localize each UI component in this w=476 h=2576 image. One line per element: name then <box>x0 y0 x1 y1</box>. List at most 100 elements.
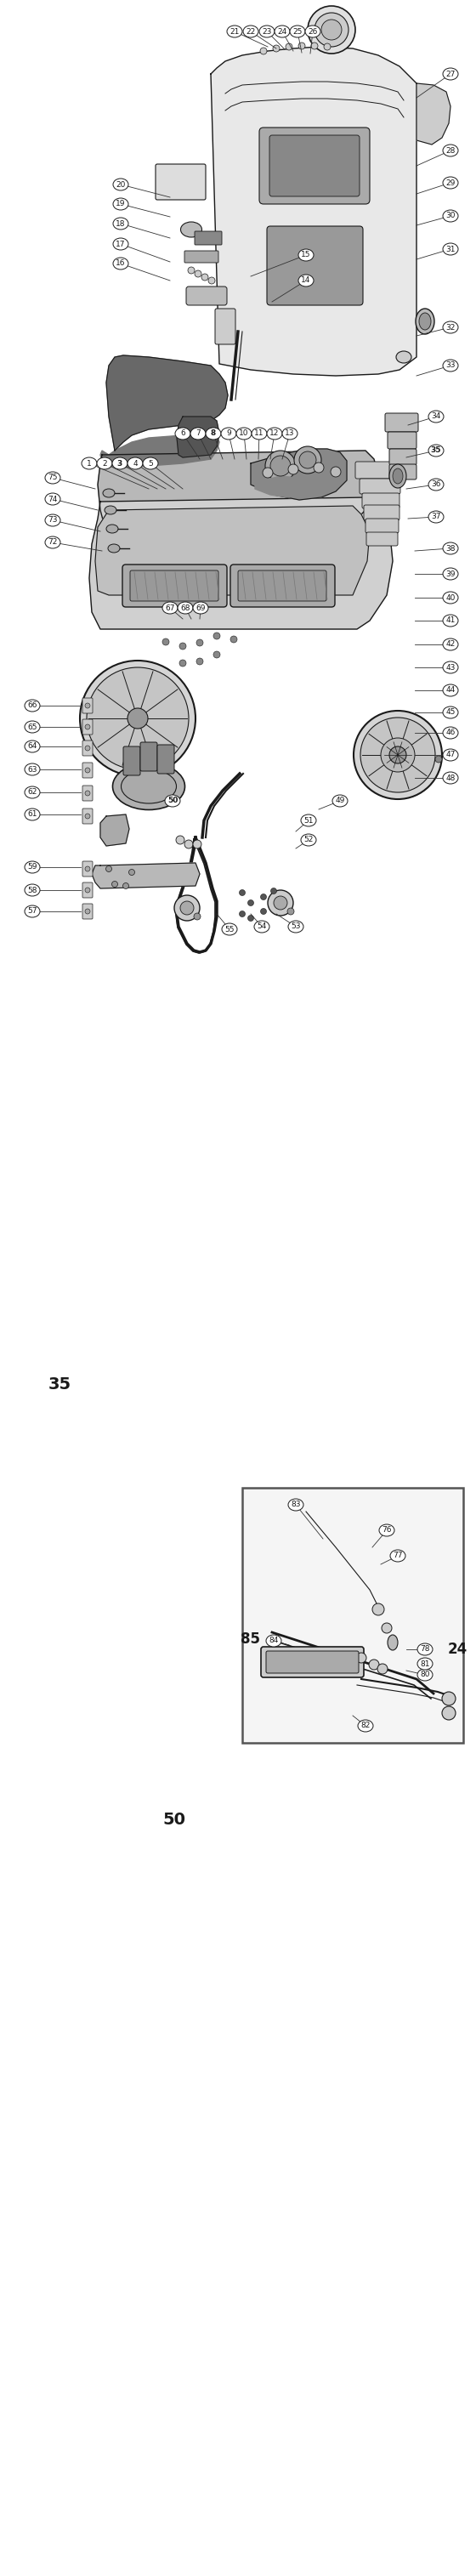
Polygon shape <box>177 417 219 459</box>
Text: 74: 74 <box>48 495 58 502</box>
Text: 50: 50 <box>163 1811 186 1826</box>
FancyBboxPatch shape <box>186 286 227 304</box>
Circle shape <box>176 835 185 845</box>
Circle shape <box>381 737 415 773</box>
Text: 11: 11 <box>254 430 264 438</box>
Text: 12: 12 <box>270 430 279 438</box>
Polygon shape <box>100 433 219 469</box>
FancyBboxPatch shape <box>355 461 399 479</box>
Text: 29: 29 <box>446 178 456 185</box>
Polygon shape <box>251 448 347 500</box>
Circle shape <box>85 814 90 819</box>
Ellipse shape <box>288 920 304 933</box>
FancyBboxPatch shape <box>123 747 140 775</box>
Text: 27: 27 <box>446 70 456 77</box>
FancyBboxPatch shape <box>130 569 218 600</box>
Ellipse shape <box>387 1636 398 1651</box>
Circle shape <box>268 891 293 914</box>
Ellipse shape <box>25 739 40 752</box>
Ellipse shape <box>227 26 242 39</box>
Ellipse shape <box>282 428 298 440</box>
Circle shape <box>128 708 148 729</box>
Ellipse shape <box>443 616 458 626</box>
Text: 78: 78 <box>420 1646 430 1654</box>
Circle shape <box>360 719 435 793</box>
Text: 52: 52 <box>304 837 313 845</box>
Ellipse shape <box>259 26 275 39</box>
Ellipse shape <box>393 469 403 484</box>
Text: 4: 4 <box>133 459 138 466</box>
Text: 5: 5 <box>148 459 153 466</box>
Circle shape <box>265 451 296 482</box>
Ellipse shape <box>443 592 458 603</box>
Text: 46: 46 <box>446 729 456 737</box>
Circle shape <box>123 884 129 889</box>
FancyBboxPatch shape <box>259 129 370 204</box>
Ellipse shape <box>45 536 60 549</box>
Circle shape <box>248 899 254 907</box>
Ellipse shape <box>81 459 97 469</box>
Ellipse shape <box>443 211 458 222</box>
Text: 1: 1 <box>87 459 92 466</box>
FancyBboxPatch shape <box>366 518 399 533</box>
Text: 28: 28 <box>446 147 456 155</box>
Text: 50: 50 <box>167 796 178 804</box>
Text: 9: 9 <box>226 430 231 438</box>
FancyBboxPatch shape <box>269 134 359 196</box>
Circle shape <box>162 639 169 644</box>
Circle shape <box>239 889 245 896</box>
Polygon shape <box>416 82 450 144</box>
Text: 49: 49 <box>335 796 345 804</box>
Text: 67: 67 <box>165 603 175 611</box>
Ellipse shape <box>113 237 129 250</box>
Ellipse shape <box>180 222 202 237</box>
FancyBboxPatch shape <box>230 564 335 608</box>
Text: 45: 45 <box>446 708 456 716</box>
FancyBboxPatch shape <box>362 492 399 507</box>
Circle shape <box>356 1654 367 1664</box>
Ellipse shape <box>443 567 458 580</box>
Text: 35: 35 <box>48 1376 71 1391</box>
Circle shape <box>239 912 245 917</box>
Text: 14: 14 <box>301 276 311 283</box>
Text: 20: 20 <box>116 180 126 188</box>
Circle shape <box>180 902 194 914</box>
Text: 35: 35 <box>431 446 441 453</box>
Circle shape <box>314 464 324 471</box>
Text: 77: 77 <box>393 1551 403 1558</box>
Ellipse shape <box>113 178 129 191</box>
Text: 61: 61 <box>28 811 37 819</box>
Ellipse shape <box>379 1525 395 1535</box>
Text: 84: 84 <box>269 1636 278 1643</box>
Circle shape <box>196 657 203 665</box>
Text: 22: 22 <box>246 28 256 36</box>
Circle shape <box>106 866 112 871</box>
Circle shape <box>85 724 90 729</box>
Ellipse shape <box>25 904 40 917</box>
Text: 47: 47 <box>446 752 456 760</box>
Text: 33: 33 <box>446 361 456 368</box>
Polygon shape <box>92 863 200 889</box>
Ellipse shape <box>443 685 458 696</box>
Ellipse shape <box>113 258 129 270</box>
FancyBboxPatch shape <box>389 464 416 479</box>
Ellipse shape <box>113 198 129 211</box>
FancyBboxPatch shape <box>387 433 416 448</box>
Circle shape <box>274 896 288 909</box>
Circle shape <box>85 768 90 773</box>
Circle shape <box>85 889 90 894</box>
Text: 16: 16 <box>116 260 126 268</box>
Ellipse shape <box>419 312 431 330</box>
Ellipse shape <box>428 479 444 489</box>
Ellipse shape <box>290 26 305 39</box>
Text: 69: 69 <box>196 603 206 611</box>
Text: 68: 68 <box>180 603 190 611</box>
Text: 48: 48 <box>446 773 456 781</box>
Polygon shape <box>98 451 378 528</box>
Ellipse shape <box>443 639 458 649</box>
Text: 40: 40 <box>446 595 456 600</box>
Text: 41: 41 <box>446 616 456 623</box>
Ellipse shape <box>113 216 129 229</box>
Circle shape <box>271 889 277 894</box>
FancyBboxPatch shape <box>238 569 327 600</box>
